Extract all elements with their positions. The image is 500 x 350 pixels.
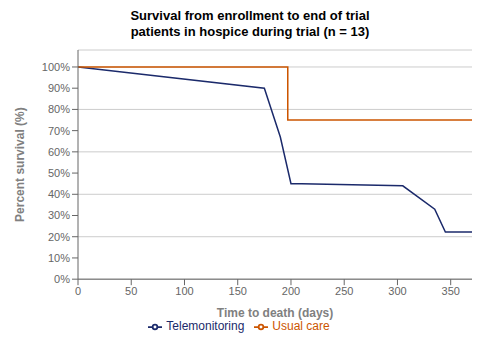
html-text:patients in hospice during tri: patients in hospice during trial (n = 13… <box>130 24 370 39</box>
svg-text:90%: 90% <box>48 82 70 94</box>
svg-text:350: 350 <box>442 285 460 297</box>
svg-text:150: 150 <box>229 285 247 297</box>
svg-text:50%: 50% <box>48 167 70 179</box>
svg-text:0: 0 <box>75 285 81 297</box>
svg-text:200: 200 <box>282 285 300 297</box>
svg-text:50: 50 <box>125 285 137 297</box>
svg-text:80%: 80% <box>48 103 70 115</box>
svg-text:60%: 60% <box>48 146 70 158</box>
svg-text:300: 300 <box>388 285 406 297</box>
svg-text:30%: 30% <box>48 209 70 221</box>
html-text:Telemonitoring: Telemonitoring <box>166 319 245 334</box>
html-text:Usual care: Usual care <box>272 319 330 334</box>
svg-text:Percent survival (%): Percent survival (%) <box>13 107 27 222</box>
svg-text:70%: 70% <box>48 125 70 137</box>
svg-text:10%: 10% <box>48 252 70 264</box>
svg-text:20%: 20% <box>48 231 70 243</box>
svg-text:100: 100 <box>175 285 193 297</box>
html-text:Survival from enrollment to en: Survival from enrollment to end of trial <box>130 8 370 23</box>
svg-text:Time to death (days): Time to death (days) <box>217 306 333 320</box>
svg-text:250: 250 <box>335 285 353 297</box>
svg-text:0%: 0% <box>54 273 70 285</box>
svg-text:100%: 100% <box>42 61 70 73</box>
svg-text:40%: 40% <box>48 188 70 200</box>
